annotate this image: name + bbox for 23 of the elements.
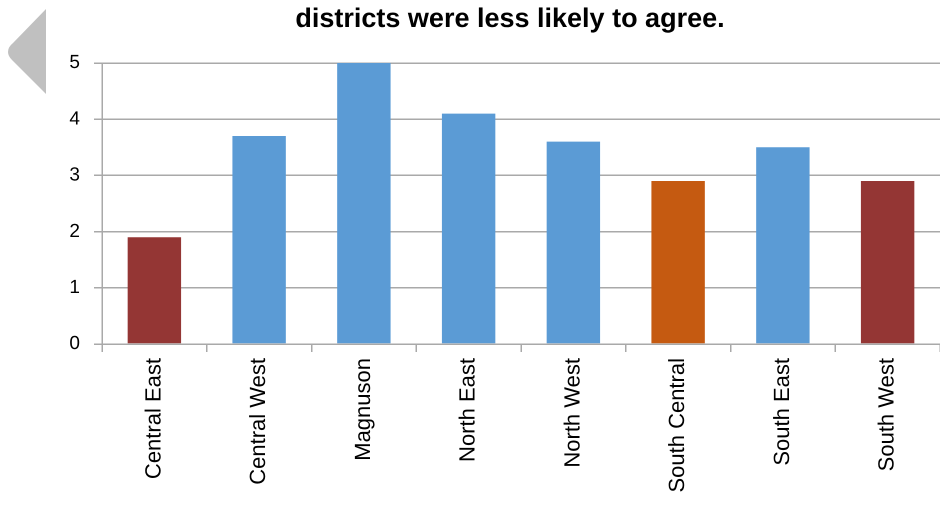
bar xyxy=(128,237,182,344)
bar xyxy=(442,114,496,344)
chart-title: districts were less likely to agree. xyxy=(294,2,726,34)
bar xyxy=(651,181,705,344)
y-tick-label: 3 xyxy=(69,164,80,186)
x-tick-label: South West xyxy=(874,358,899,472)
x-tick-label: Central West xyxy=(245,358,270,485)
bar xyxy=(232,136,286,344)
bar xyxy=(860,181,914,344)
bar xyxy=(546,142,600,344)
x-tick-label: South Central xyxy=(664,358,690,493)
x-tick-label: North East xyxy=(454,358,480,462)
x-tick-label: South East xyxy=(768,358,794,466)
bar xyxy=(337,63,391,344)
y-tick-label: 1 xyxy=(69,277,80,298)
y-tick-label: 4 xyxy=(69,108,80,130)
x-tick-label: Magnuson xyxy=(350,358,375,461)
y-tick-label: 2 xyxy=(69,220,80,242)
bar xyxy=(756,147,810,344)
y-tick-label: 0 xyxy=(69,333,80,354)
y-tick-label: 5 xyxy=(69,52,80,74)
x-tick-label: North West xyxy=(559,358,584,468)
x-tick-label: Central East xyxy=(140,358,166,480)
